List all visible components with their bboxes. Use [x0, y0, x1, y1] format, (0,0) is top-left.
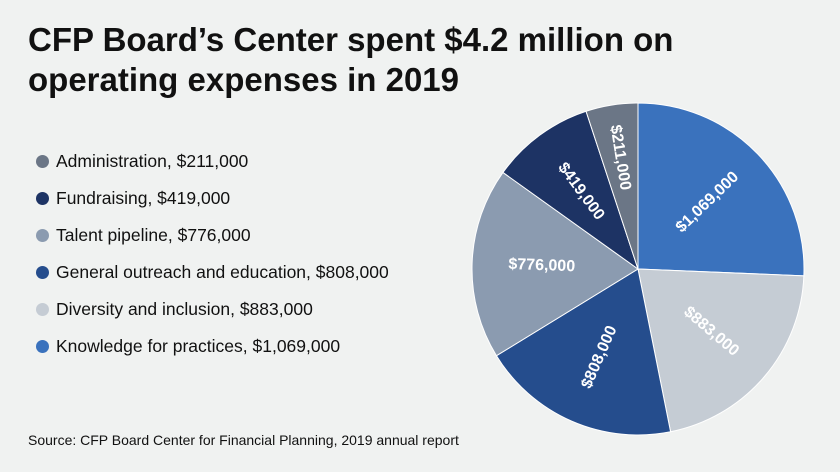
- legend-swatch: [36, 265, 49, 279]
- chart-title: CFP Board’s Center spent $4.2 million on…: [28, 21, 674, 98]
- pie-slice-diversity-inclusion: [637, 268, 805, 433]
- legend-label: Talent pipeline, $776,000: [56, 224, 251, 245]
- legend-item-general-outreach: General outreach and education, $808,000: [36, 259, 389, 285]
- legend-item-administration: Administration, $211,000: [36, 148, 389, 174]
- legend-item-talent-pipeline: Talent pipeline, $776,000: [36, 222, 389, 248]
- legend-label: General outreach and education, $808,000: [56, 261, 389, 282]
- legend-item-knowledge-practices: Knowledge for practices, $1,069,000: [36, 333, 389, 359]
- legend-item-fundraising: Fundraising, $419,000: [36, 185, 389, 211]
- legend-swatch: [36, 154, 49, 168]
- pie-slice-fundraising: [502, 110, 639, 271]
- pie-slice-general-outreach: [495, 268, 672, 436]
- legend-swatch: [36, 228, 49, 242]
- source-note: Source: CFP Board Center for Financial P…: [28, 432, 459, 448]
- legend-label: Knowledge for practices, $1,069,000: [56, 335, 341, 356]
- legend-label: Fundraising, $419,000: [56, 187, 231, 208]
- legend-label: Administration, $211,000: [56, 150, 249, 171]
- pie-slice-knowledge-practices: [637, 102, 805, 277]
- legend-swatch: [36, 191, 49, 205]
- pie-slice-talent-pipeline: [471, 171, 639, 357]
- slice-label-talent-pipeline: $776,000: [508, 256, 575, 275]
- legend-swatch: [36, 339, 49, 353]
- legend-swatch: [36, 302, 49, 316]
- pie-slice-administration: [585, 102, 639, 270]
- legend-item-diversity-inclusion: Diversity and inclusion, $883,000: [36, 296, 389, 322]
- legend-label: Diversity and inclusion, $883,000: [56, 298, 313, 319]
- legend: Administration, $211,000 Fundraising, $4…: [36, 148, 389, 370]
